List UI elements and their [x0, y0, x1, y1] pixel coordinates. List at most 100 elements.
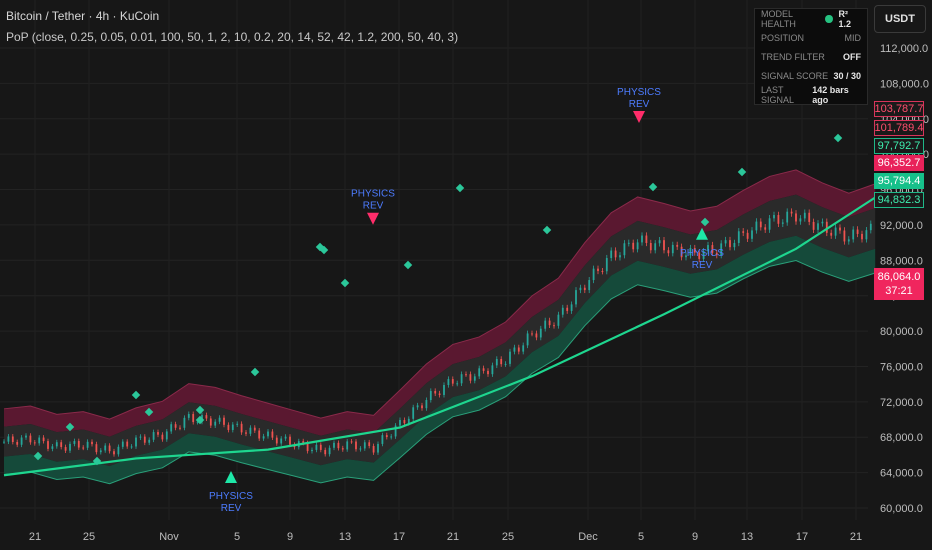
diamond-icon	[340, 278, 350, 288]
candle-body	[645, 235, 648, 244]
candle-body	[592, 268, 595, 281]
candle-body	[170, 424, 173, 432]
candle-body	[619, 255, 621, 258]
bands-layer	[3, 169, 876, 485]
candle-body	[513, 347, 516, 352]
candle-body	[465, 374, 467, 376]
candle-body	[302, 441, 305, 443]
x-tick-label: Dec	[578, 531, 598, 543]
candle-body	[245, 432, 247, 434]
candle-body	[306, 442, 309, 452]
candle-body	[223, 417, 225, 425]
candle-body	[363, 442, 366, 449]
panel-row-value: 30 / 30	[833, 70, 861, 81]
candle-body	[64, 447, 67, 451]
candle-body	[663, 240, 665, 251]
candle-body	[654, 243, 657, 251]
candle-body	[641, 235, 643, 243]
candle-body	[447, 379, 450, 385]
candle-body	[566, 307, 569, 311]
price-tag: 96,352.7	[874, 155, 924, 171]
candle-body	[852, 229, 855, 240]
price-tag: 103,787.7	[874, 101, 924, 117]
y-tick-label: 88,000.0	[880, 255, 923, 267]
candle-body	[157, 432, 159, 435]
candle-body	[456, 383, 459, 385]
candle-body	[671, 244, 674, 254]
candle-body	[821, 221, 824, 224]
candle-body	[861, 233, 863, 240]
candle-body	[407, 418, 410, 424]
candle-body	[856, 229, 859, 234]
x-tick-label: 25	[83, 531, 95, 543]
candle-body	[25, 435, 27, 438]
lower-band	[4, 235, 876, 484]
candle-body	[267, 431, 269, 437]
panel-row-label: LAST SIGNAL	[761, 84, 795, 105]
candle-body	[99, 450, 102, 453]
candle-body	[11, 436, 14, 442]
candle-body	[152, 432, 155, 440]
y-tick-label: 112,000.0	[880, 43, 928, 55]
candle-body	[209, 418, 212, 426]
candle-body	[473, 376, 476, 381]
candle-body	[522, 345, 525, 352]
candle-body	[526, 333, 529, 346]
candle-body	[73, 441, 76, 444]
candle-body	[623, 243, 626, 256]
diamond-icon	[144, 407, 154, 417]
diamond-icon	[737, 167, 747, 177]
indicator-label[interactable]: PoP (close, 0.25, 0.05, 0.01, 100, 50, 1…	[6, 30, 459, 44]
candle-body	[834, 227, 837, 236]
x-tick-label: 9	[692, 531, 698, 543]
diamond-icon	[250, 367, 260, 377]
candle-body	[143, 436, 146, 443]
candle-body	[148, 439, 151, 443]
candle-body	[434, 390, 437, 394]
candle-body	[385, 435, 388, 438]
candle-body	[262, 436, 265, 439]
panel-row-value: 142 bars ago	[812, 84, 849, 105]
mid-band	[4, 194, 876, 467]
candle-body	[799, 218, 802, 222]
candle-body	[491, 365, 494, 375]
y-tick-label: 68,000.0	[880, 432, 923, 444]
candle-body	[478, 368, 481, 377]
currency-button[interactable]: USDT	[874, 5, 926, 33]
candle-body	[271, 431, 274, 438]
candle-body	[751, 230, 753, 239]
y-tick-label: 92,000.0	[880, 220, 923, 232]
signal-label: REV	[363, 201, 384, 212]
x-tick-label: 17	[393, 531, 405, 543]
candle-body	[227, 424, 230, 430]
x-tick-label: 13	[741, 531, 753, 543]
candle-body	[605, 258, 608, 272]
candle-body	[130, 446, 133, 448]
candle-body	[711, 245, 714, 253]
panel-row-value: OFF	[843, 51, 861, 62]
signal-label: REV	[692, 260, 713, 271]
candle-body	[443, 384, 445, 395]
candle-body	[86, 441, 89, 448]
bar-countdown: 37:21	[885, 285, 913, 297]
x-tick-label: 5	[234, 531, 240, 543]
candle-body	[416, 405, 419, 408]
candle-body	[539, 328, 542, 338]
candle-body	[280, 438, 283, 444]
candle-body	[328, 447, 331, 455]
candle-body	[275, 437, 278, 444]
candle-body	[192, 414, 195, 423]
candle-body	[337, 442, 340, 449]
candle-body	[869, 223, 872, 231]
candle-body	[742, 231, 745, 233]
chart-title: Bitcoin / Tether · 4h · KuCoin	[6, 9, 160, 23]
candle-body	[126, 441, 129, 447]
down-arrow-icon	[633, 111, 645, 123]
candle-body	[390, 436, 393, 438]
candle-body	[55, 442, 58, 447]
